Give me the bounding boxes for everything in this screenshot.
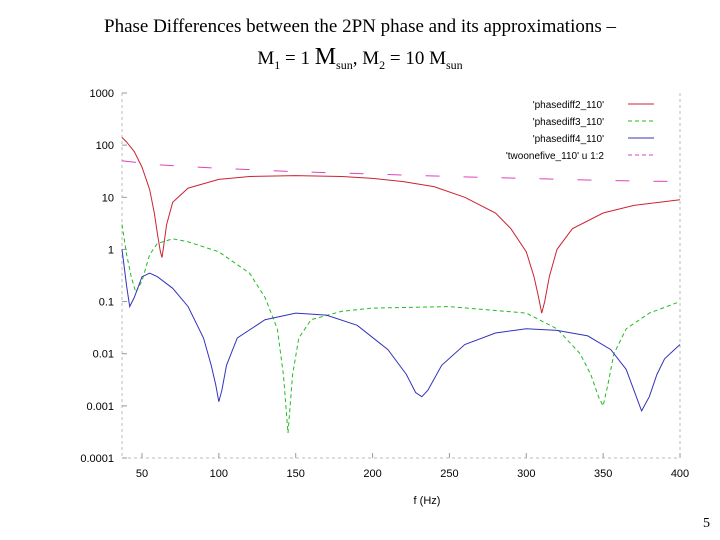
- slide-number: 5: [703, 516, 710, 531]
- x-tick-label: 350: [594, 468, 612, 480]
- title-line1-text: Phase Differences between the 2PN phase …: [104, 16, 616, 37]
- msun2-sub: sun: [446, 57, 463, 72]
- title-sep: ,: [352, 48, 363, 69]
- x-tick-label: 150: [287, 468, 305, 480]
- x-axis-label: f (Hz): [414, 495, 441, 507]
- y-tick-label: 0.0001: [80, 453, 114, 465]
- x-tick-label: 100: [210, 468, 228, 480]
- m1-eq: = 1: [280, 48, 315, 69]
- x-tick-label: 250: [440, 468, 458, 480]
- x-tick-label: 50: [136, 468, 148, 480]
- y-tick-label: 10: [102, 192, 114, 204]
- chart-title-line1: Phase Differences between the 2PN phase …: [0, 16, 720, 38]
- y-tick-label: 0.001: [86, 401, 114, 413]
- series-line-2: [121, 224, 681, 434]
- m2-eq: = 10: [385, 48, 430, 69]
- msun-symbol: M: [314, 44, 337, 70]
- legend-entry-2: 'phasediff3_110': [533, 117, 604, 128]
- m2-sub: 2: [379, 57, 386, 72]
- msun2-symbol: M: [429, 48, 446, 69]
- y-tick-label: 100: [96, 140, 114, 152]
- x-tick-label: 300: [517, 468, 535, 480]
- series-line-4: [121, 160, 681, 183]
- m1-symbol: M: [257, 48, 275, 69]
- y-tick-label: 1000: [90, 88, 114, 100]
- series-line-1: [121, 137, 681, 314]
- msun-sub: sun: [336, 57, 353, 72]
- legend-entry-1: 'phasediff2_110': [533, 100, 604, 111]
- y-tick-label: 1: [108, 244, 114, 256]
- x-tick-label: 200: [363, 468, 381, 480]
- y-tick-label: 0.1: [99, 297, 114, 309]
- series-line-3: [121, 249, 681, 413]
- m1-sub: 1: [274, 57, 281, 72]
- chart-title-line2: M1 = 1 Msun, M2 = 10 Msun: [0, 44, 720, 73]
- legend-entry-4: 'twoonefive_110' u 1:2: [506, 151, 605, 162]
- m2-symbol: M: [362, 48, 380, 69]
- y-tick-label: 0.01: [93, 349, 114, 361]
- x-tick-label: 400: [671, 468, 689, 480]
- legend-entry-3: 'phasediff4_110': [533, 134, 604, 145]
